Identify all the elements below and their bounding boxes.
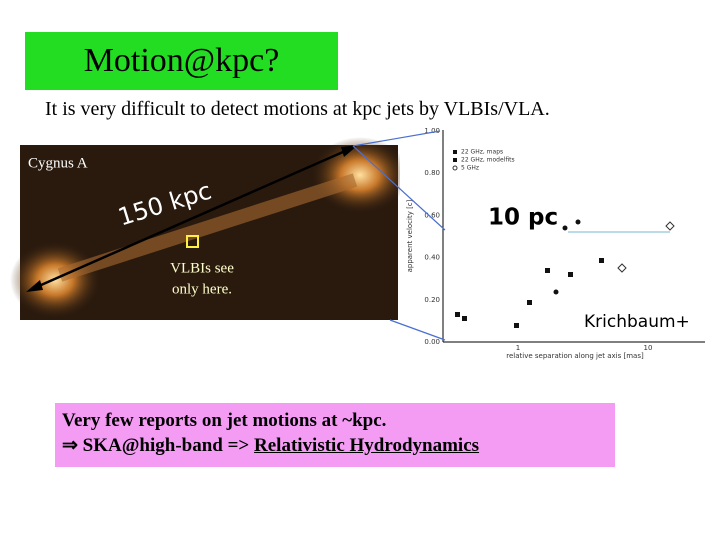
- x-axis-label: relative separation along jet axis [mas]: [506, 352, 644, 360]
- y-tick-label: 0.20: [424, 296, 440, 304]
- legend-label: 5 GHz: [461, 165, 479, 172]
- legend-symbol: [453, 150, 457, 154]
- summary-line: Very few reports on jet motions at ~kpc.: [62, 410, 387, 431]
- summary-line: ⇒ SKA@high-band => Relativistic Hydrodyn…: [62, 433, 615, 458]
- y-tick-label: 0.60: [424, 211, 440, 219]
- subtitle: It is very difficult to detect motions a…: [45, 98, 550, 120]
- note: only here.: [172, 281, 232, 297]
- x-tick-label: 1: [516, 344, 520, 352]
- scale-label: 10 pc: [488, 205, 558, 231]
- slide-title: Motion@kpc?: [25, 32, 338, 90]
- legend-label: 22 GHz, modelfits: [461, 157, 515, 164]
- y-tick-label: 0.80: [424, 169, 440, 177]
- y-tick-label: 0.40: [424, 254, 440, 262]
- credit: Krichbaum+: [584, 312, 690, 332]
- summary-text: ⇒ SKA@high-band =>: [62, 435, 255, 456]
- image-label: Cygnus A: [28, 155, 88, 171]
- legend-label: 22 GHz, maps: [461, 149, 503, 156]
- note: VLBIs see: [170, 260, 234, 276]
- summary-box: Very few reports on jet motions at ~kpc.…: [55, 403, 615, 467]
- y-axis-label: apparent velocity [c]: [406, 199, 414, 272]
- y-tick-label: 1.00: [424, 127, 440, 135]
- legend-symbol: [453, 158, 457, 162]
- legend-symbol: [452, 165, 458, 171]
- y-tick-label: 0.00: [424, 338, 440, 346]
- x-tick-label: 10: [644, 344, 653, 352]
- figures: Cygnus A 150 kpc VLBIs see only here. 1.…: [10, 125, 710, 360]
- summary-link-text: Relativistic Hydrodynamics: [254, 435, 480, 456]
- cygnus-image: Cygnus A 150 kpc VLBIs see only here.: [10, 137, 408, 320]
- plot-image: 1.00 0.80 0.60 0.40 0.20 0.00 apparent veloci…: [400, 125, 710, 360]
